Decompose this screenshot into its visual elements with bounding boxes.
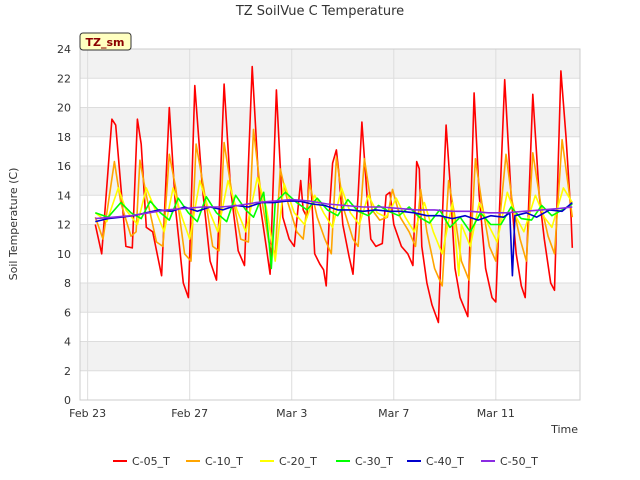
plot-band: [80, 78, 580, 108]
y-tick-label: 18: [57, 131, 71, 144]
y-tick-label: 10: [57, 248, 71, 261]
plot-band: [80, 341, 580, 371]
y-tick-label: 22: [57, 72, 71, 85]
plot-band: [80, 253, 580, 283]
x-tick-label: Mar 11: [477, 407, 515, 420]
y-tick-label: 2: [64, 365, 71, 378]
x-axis-ticks: Feb 23 Feb 27 Mar 3 Mar 7 Mar 11: [69, 407, 515, 420]
y-tick-label: 8: [64, 277, 71, 290]
plot-band: [80, 312, 580, 342]
series-line-c-30-t: [95, 191, 573, 270]
y-tick-label: 20: [57, 102, 71, 115]
x-tick-label: Feb 23: [69, 407, 106, 420]
series-lines: [94, 65, 574, 324]
legend-label: C-20_T: [279, 455, 317, 468]
station-badge-box: [79, 32, 132, 51]
series-line-c-05-t: [94, 65, 574, 324]
plot-frame: [79, 48, 581, 401]
x-tick-label: Mar 7: [378, 407, 409, 420]
x-tick-label: Feb 27: [171, 407, 208, 420]
legend-label: C-50_T: [500, 455, 538, 468]
y-tick-label: 6: [64, 306, 71, 319]
y-tick-label: 14: [57, 189, 71, 202]
x-axis-label: Time: [550, 423, 578, 436]
legend-label: C-10_T: [205, 455, 243, 468]
legend-label: C-05_T: [132, 455, 170, 468]
y-tick-label: 16: [57, 160, 71, 173]
station-badge: TZ_sm: [79, 32, 132, 51]
y-tick-label: 4: [64, 336, 71, 349]
plot-band: [80, 136, 580, 166]
legend-label: C-40_T: [426, 455, 464, 468]
station-label: TZ_sm: [86, 36, 125, 49]
plot-band: [80, 166, 580, 196]
y-axis-label: Soil Temperature (C): [7, 168, 20, 281]
y-tick-label: 24: [57, 43, 71, 56]
plot-band: [80, 49, 580, 79]
y-tick-label: 12: [57, 219, 71, 232]
series-line-c-50-t: [95, 198, 573, 220]
y-tick-label: 0: [64, 394, 71, 407]
plot-band: [80, 283, 580, 313]
legend-label: C-30_T: [355, 455, 393, 468]
series-line-c-10-t: [94, 128, 574, 287]
plot-band: [80, 370, 580, 400]
legend: C-05_T C-10_T C-20_T C-30_T C-40_T C-50_T: [113, 455, 538, 468]
x-tick-label: Mar 3: [276, 407, 307, 420]
chart-title: TZ SoilVue C Temperature: [235, 4, 404, 19]
series-line-c-20-t: [94, 176, 573, 277]
plot-band: [80, 107, 580, 137]
